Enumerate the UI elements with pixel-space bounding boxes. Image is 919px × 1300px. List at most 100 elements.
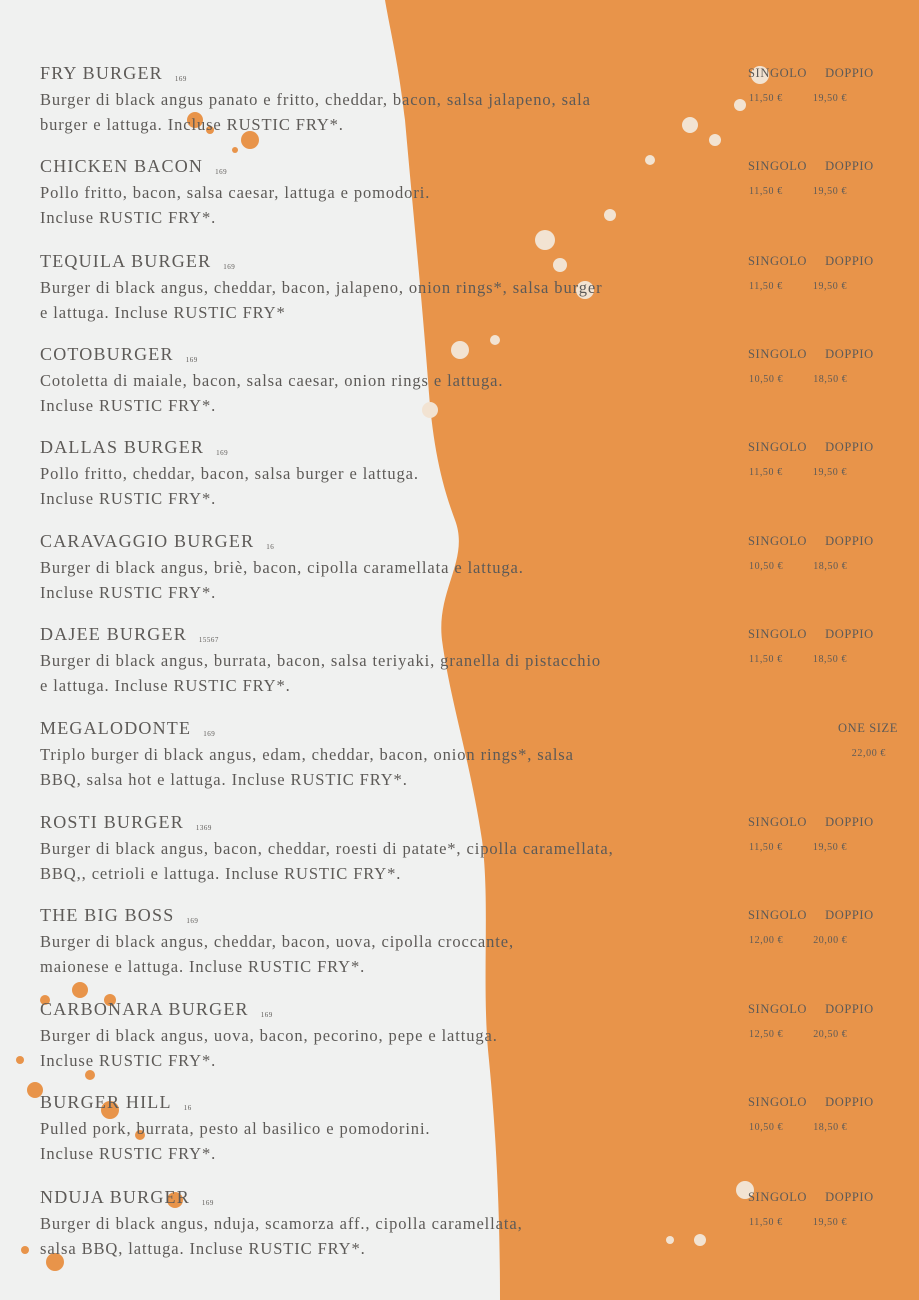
price: 11,50 € <box>749 93 783 104</box>
size-label: SINGOLO <box>748 1095 808 1109</box>
item-description: Burger di black angus, nduja, scamorza a… <box>40 1211 523 1261</box>
size-label: SINGOLO <box>748 440 808 454</box>
menu-item: NDUJA BURGER 169 Burger di black angus, nd… <box>40 1187 900 1287</box>
menu-item: DALLAS BURGER 169 Pollo fritto, cheddar, b… <box>40 437 900 537</box>
paint-splatter <box>16 112 259 1271</box>
description-line: Burger di black angus, burrata, bacon, s… <box>40 651 602 670</box>
price: 10,50 € <box>749 561 784 572</box>
description-line: Triplo burger di black angus, edam, ched… <box>40 745 574 764</box>
price: 18,50 € <box>813 561 848 572</box>
price-block: SINGOLO DOPPIO 11,50 € 19,50 € <box>748 254 898 292</box>
size-label: DOPPIO <box>825 1002 874 1016</box>
description-line: e lattuga. Incluse RUSTIC FRY*. <box>40 676 291 695</box>
price-block: SINGOLO DOPPIO 10,50 € 18,50 € <box>748 534 898 572</box>
menu-item: CARAVAGGIO BURGER 16 Burger di black angus… <box>40 531 900 631</box>
size-label: SINGOLO <box>748 815 808 829</box>
description-line: Incluse RUSTIC FRY*. <box>40 1051 217 1070</box>
price-block: SINGOLO DOPPIO 10,50 € 18,50 € <box>748 347 898 385</box>
menu-item: CARBONARA BURGER 169 Burger di black angus… <box>40 999 900 1099</box>
price: 11,50 € <box>749 186 783 197</box>
price: 19,50 € <box>812 842 848 853</box>
item-title: CARBONARA BURGER 169 <box>40 999 273 1020</box>
item-description: Burger di black angus, uova, bacon, peco… <box>40 1023 498 1073</box>
item-description: Triplo burger di black angus, edam, ched… <box>40 742 574 792</box>
price: 18,50 € <box>812 654 848 665</box>
menu-item: CHICKEN BACON 169 Pollo fritto, bacon, sal… <box>40 156 900 256</box>
price: 18,50 € <box>813 1122 848 1133</box>
price-block: SINGOLO DOPPIO 11,50 € 19,50 € <box>748 66 898 104</box>
menu-item: BURGER HILL 16 Pulled pork, burrata, pesto… <box>40 1092 900 1192</box>
price-block: SINGOLO DOPPIO 12,50 € 20,50 € <box>748 1002 898 1040</box>
price: 11,50 € <box>749 654 783 665</box>
price-block: SINGOLO DOPPIO 11,50 € 19,50 € <box>748 1190 898 1228</box>
allergen-codes: 169 <box>186 917 199 925</box>
description-line: Burger di black angus, briè, bacon, cipo… <box>40 558 524 577</box>
description-line: maionese e lattuga. Incluse RUSTIC FRY*. <box>40 957 366 976</box>
menu-item: THE BIG BOSS 169 Burger di black angus, ch… <box>40 905 900 1005</box>
item-title: FRY BURGER 169 <box>40 63 187 84</box>
item-name: FRY BURGER <box>40 63 163 83</box>
description-line: salsa BBQ, lattuga. Incluse RUSTIC FRY*. <box>40 1239 366 1258</box>
price-block: SINGOLO DOPPIO 12,00 € 20,00 € <box>748 908 898 946</box>
description-line: Pollo fritto, bacon, salsa caesar, lattu… <box>40 183 431 202</box>
menu-item: TEQUILA BURGER 169 Burger di black angus, … <box>40 251 900 351</box>
price: 19,50 € <box>812 1217 848 1228</box>
price: 18,50 € <box>813 374 848 385</box>
item-name: DALLAS BURGER <box>40 437 205 457</box>
price: 19,50 € <box>812 467 848 478</box>
description-line: Incluse RUSTIC FRY*. <box>40 489 217 508</box>
price-block: SINGOLO DOPPIO 10,50 € 18,50 € <box>748 1095 898 1133</box>
description-line: Incluse RUSTIC FRY*. <box>40 583 217 602</box>
price: 11,50 € <box>749 281 783 292</box>
item-title: CHICKEN BACON 169 <box>40 156 227 177</box>
item-title: COTOBURGER 169 <box>40 344 198 365</box>
price: 20,00 € <box>813 935 848 946</box>
item-name: NDUJA BURGER <box>40 1187 190 1207</box>
description-line: Burger di black angus, cheddar, bacon, u… <box>40 932 515 951</box>
price: 22,00 € <box>851 748 886 759</box>
item-description: Burger di black angus, burrata, bacon, s… <box>40 648 601 698</box>
item-description: Pulled pork, burrata, pesto al basilico … <box>40 1116 430 1166</box>
menu-item: ROSTI BURGER 1369 Burger di black angus, b… <box>40 812 900 912</box>
item-title: ROSTI BURGER 1369 <box>40 812 212 833</box>
description-line: Burger di black angus, bacon, cheddar, r… <box>40 839 614 858</box>
description-line: Burger di black angus, cheddar, bacon, j… <box>40 278 603 297</box>
item-name: MEGALODONTE <box>40 718 192 738</box>
item-title: MEGALODONTE 169 <box>40 718 215 739</box>
description-line: BBQ,, cetrioli e lattuga. Incluse RUSTIC… <box>40 864 402 883</box>
light-splatter <box>422 66 769 1246</box>
description-line: burger e lattuga. Incluse RUSTIC FRY*. <box>40 115 344 134</box>
size-label: DOPPIO <box>825 254 874 268</box>
size-label: SINGOLO <box>748 66 808 80</box>
description-line: BBQ, salsa hot e lattuga. Incluse RUSTIC… <box>40 770 408 789</box>
item-description: Burger di black angus panato e fritto, c… <box>40 87 591 137</box>
menu-item: DAJEE BURGER 15567 Burger di black angus, … <box>40 624 900 724</box>
allergen-codes: 169 <box>216 449 229 457</box>
item-name: CHICKEN BACON <box>40 156 204 176</box>
item-name: COTOBURGER <box>40 344 174 364</box>
price: 19,50 € <box>812 281 848 292</box>
price: 11,50 € <box>749 1217 783 1228</box>
description-line: Burger di black angus, uova, bacon, peco… <box>40 1026 498 1045</box>
allergen-codes: 169 <box>201 1199 214 1207</box>
size-label: SINGOLO <box>748 347 808 361</box>
size-label: DOPPIO <box>825 440 874 454</box>
item-name: CARBONARA BURGER <box>40 999 249 1019</box>
price-block: SINGOLO DOPPIO 11,50 € 19,50 € <box>748 440 898 478</box>
description-line: e lattuga. Incluse RUSTIC FRY* <box>40 303 286 322</box>
item-title: DALLAS BURGER 169 <box>40 437 228 458</box>
item-title: DAJEE BURGER 15567 <box>40 624 219 645</box>
size-label: SINGOLO <box>748 534 808 548</box>
allergen-codes: 169 <box>223 263 236 271</box>
item-description: Burger di black angus, cheddar, bacon, j… <box>40 275 602 325</box>
item-description: Burger di black angus, cheddar, bacon, u… <box>40 929 514 979</box>
item-title: NDUJA BURGER 169 <box>40 1187 214 1208</box>
allergen-codes: 169 <box>260 1011 273 1019</box>
price: 10,50 € <box>749 1122 784 1133</box>
size-label: DOPPIO <box>825 815 874 829</box>
allergen-codes: 15567 <box>198 636 219 644</box>
item-name: THE BIG BOSS <box>40 905 175 925</box>
size-label: DOPPIO <box>825 1190 874 1204</box>
size-label: SINGOLO <box>748 908 808 922</box>
